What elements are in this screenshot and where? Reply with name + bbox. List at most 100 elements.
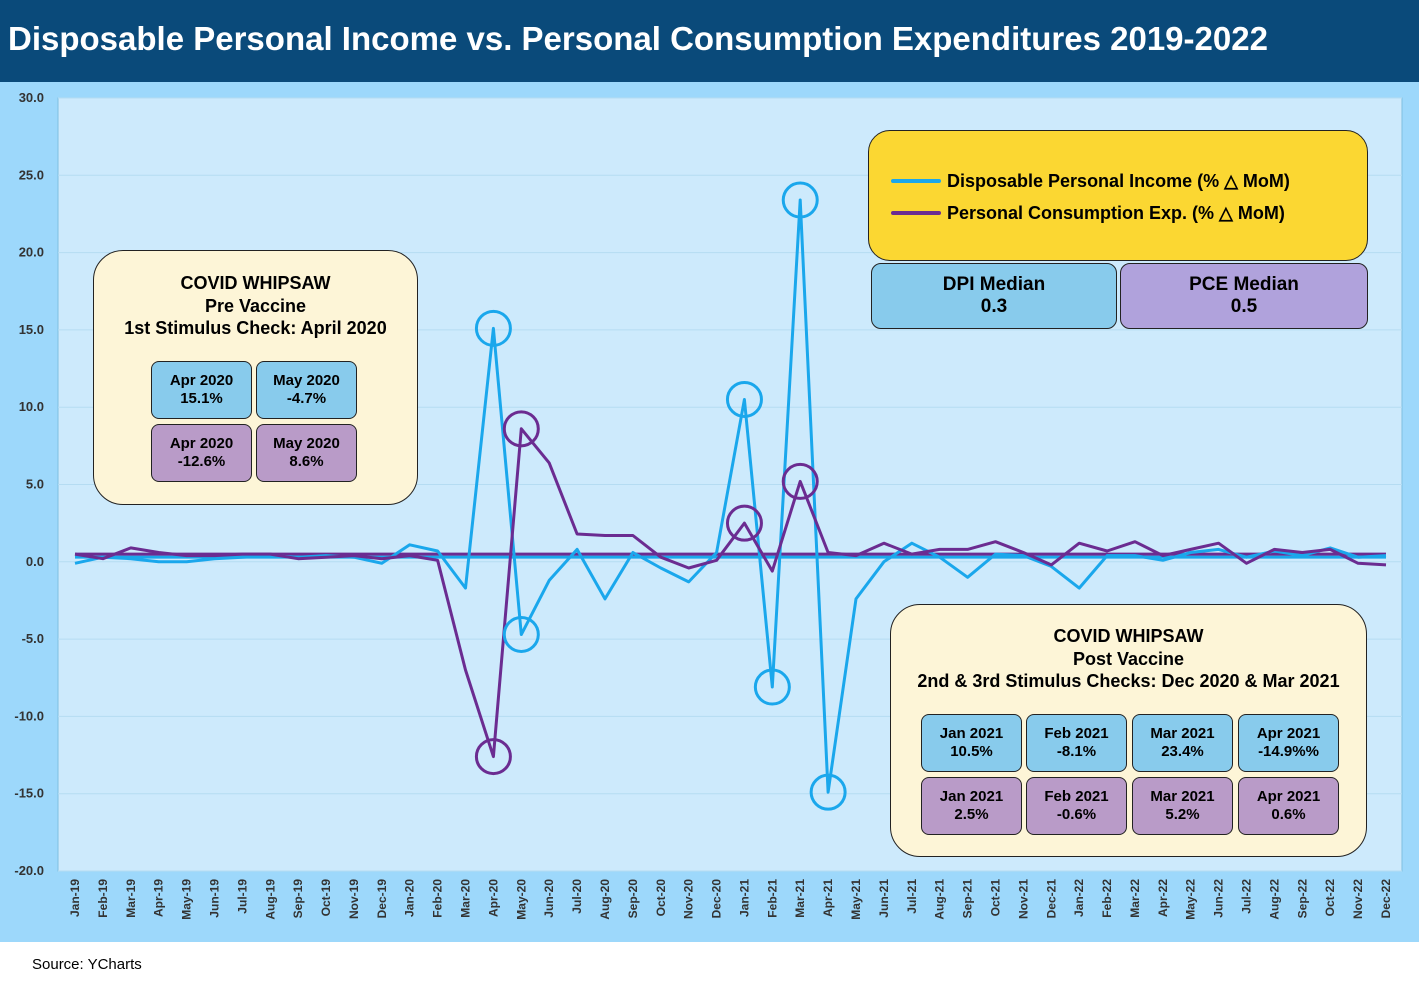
y-tick-label: 10.0 xyxy=(19,399,44,414)
x-tick-label: Jan-20 xyxy=(403,879,417,917)
dpi-median-value: 0.3 xyxy=(980,296,1008,317)
pre-vaccine-line1: COVID WHIPSAW xyxy=(180,273,331,293)
dpi-median-title: DPI Median xyxy=(942,274,1046,295)
x-tick-label: Apr-22 xyxy=(1156,879,1170,917)
legend-label-dpi: Disposable Personal Income (% △ MoM) xyxy=(947,170,1290,191)
post-pce-cell: Feb 2021 -0.6% xyxy=(1026,777,1127,835)
cell-value: -8.1% xyxy=(1056,743,1097,760)
x-tick-label: Jul-19 xyxy=(235,879,249,914)
x-tick-label: Jan-19 xyxy=(68,879,82,917)
cell-month: Apr 2021 xyxy=(1256,788,1321,805)
title-bar: Disposable Personal Income vs. Personal … xyxy=(0,0,1419,82)
cell-value: -14.9%% xyxy=(1258,743,1319,760)
post-dpi-cell: Apr 2021 -14.9%% xyxy=(1238,714,1339,772)
legend-label-pce: Personal Consumption Exp. (% △ MoM) xyxy=(947,202,1285,223)
x-tick-label: Apr-20 xyxy=(486,879,500,917)
chart-title: Disposable Personal Income vs. Personal … xyxy=(8,20,1268,57)
x-tick-label: Dec-21 xyxy=(1044,879,1058,919)
post-pce-cell: Mar 2021 5.2% xyxy=(1132,777,1233,835)
x-tick-label: Oct-21 xyxy=(988,879,1002,917)
x-tick-label: Feb-20 xyxy=(431,879,445,918)
x-tick-label: Nov-21 xyxy=(1016,879,1030,919)
post-pce-cell: Apr 2021 0.6% xyxy=(1238,777,1339,835)
cell-month: Feb 2021 xyxy=(1044,788,1109,805)
x-tick-label: Jul-22 xyxy=(1240,879,1254,914)
x-tick-label: Oct-22 xyxy=(1323,879,1337,917)
pre-vaccine-line3: 1st Stimulus Check: April 2020 xyxy=(124,318,387,338)
pce-highlight-circle xyxy=(474,738,512,776)
x-tick-label: May-20 xyxy=(514,879,528,920)
legend-item-dpi: Disposable Personal Income (% △ MoM) xyxy=(891,169,1290,193)
pre-pce-cell: May 2020 8.6% xyxy=(256,424,357,482)
y-tick-label: 15.0 xyxy=(19,322,44,337)
cell-value: 8.6% xyxy=(289,453,324,470)
dpi-highlight-circle xyxy=(781,181,819,219)
y-tick-label: 25.0 xyxy=(19,167,44,182)
post-dpi-cell: Mar 2021 23.4% xyxy=(1132,714,1233,772)
cell-month: May 2020 xyxy=(273,372,340,389)
x-tick-label: Oct-19 xyxy=(319,879,333,917)
cell-value: 2.5% xyxy=(954,806,989,823)
x-tick-label: Sep-19 xyxy=(291,879,305,919)
legend: Disposable Personal Income (% △ MoM) Per… xyxy=(868,130,1368,261)
dpi-highlight-circle xyxy=(753,668,791,706)
x-tick-label: Mar-22 xyxy=(1128,879,1142,918)
pre-pce-cell: Apr 2020 -12.6% xyxy=(151,424,252,482)
x-tick-label: Dec-20 xyxy=(710,879,724,919)
dpi-highlight-circle xyxy=(809,773,847,811)
x-tick-label: Aug-21 xyxy=(933,879,947,920)
x-tick-label: Aug-22 xyxy=(1267,879,1281,920)
y-tick-label: -5.0 xyxy=(22,631,44,646)
x-tick-label: May-22 xyxy=(1184,879,1198,920)
pce-highlight-circle xyxy=(725,504,763,542)
pce-median-value: 0.5 xyxy=(1230,296,1258,317)
cell-value: -12.6% xyxy=(177,453,226,470)
x-tick-label: Jun-21 xyxy=(877,879,891,918)
pre-vaccine-panel: COVID WHIPSAW Pre Vaccine 1st Stimulus C… xyxy=(93,250,418,505)
x-tick-label: Dec-19 xyxy=(375,879,389,919)
x-tick-label: Mar-20 xyxy=(459,879,473,918)
y-tick-label: 30.0 xyxy=(19,90,44,105)
x-tick-label: Aug-20 xyxy=(598,879,612,920)
y-tick-label: 0.0 xyxy=(26,554,44,569)
pce-median-box: PCE Median 0.5 xyxy=(1120,263,1368,329)
x-tick-label: Jul-20 xyxy=(570,879,584,914)
x-tick-label: Sep-22 xyxy=(1295,879,1309,919)
y-tick-label: 20.0 xyxy=(19,245,44,260)
x-tick-label: Mar-21 xyxy=(793,879,807,918)
x-tick-label: Dec-22 xyxy=(1379,879,1393,919)
cell-month: Jan 2021 xyxy=(939,788,1004,805)
pce-highlight-circle xyxy=(781,462,819,500)
x-tick-label: Apr-21 xyxy=(821,879,835,917)
dpi-highlight-circle xyxy=(725,380,763,418)
x-tick-label: Nov-20 xyxy=(682,879,696,919)
pre-dpi-cell: Apr 2020 15.1% xyxy=(151,361,252,419)
source-note: Source: YCharts xyxy=(32,956,142,973)
legend-swatch-pce xyxy=(891,211,941,215)
y-axis-ticks: 30.0 25.0 20.0 15.0 10.0 5.0 0.0 -5.0 -10.0 -15.0… xyxy=(14,90,44,878)
x-tick-label: Oct-20 xyxy=(654,879,668,917)
x-tick-label: Aug-19 xyxy=(263,879,277,920)
legend-item-pce: Personal Consumption Exp. (% △ MoM) xyxy=(891,201,1285,225)
cell-value: -0.6% xyxy=(1056,806,1097,823)
series-lines xyxy=(74,198,1387,794)
x-tick-label: Jul-21 xyxy=(905,879,919,914)
cell-month: May 2020 xyxy=(273,435,340,452)
post-vaccine-line3: 2nd & 3rd Stimulus Checks: Dec 2020 & Ma… xyxy=(917,671,1340,691)
cell-month: Mar 2021 xyxy=(1150,725,1215,742)
x-tick-label: Jun-19 xyxy=(207,879,221,918)
pce-highlight-circle xyxy=(502,410,540,448)
post-dpi-cell: Feb 2021 -8.1% xyxy=(1026,714,1127,772)
x-tick-label: Sep-21 xyxy=(961,879,975,919)
cell-month: Jan 2021 xyxy=(939,725,1004,742)
pre-dpi-cell: May 2020 -4.7% xyxy=(256,361,357,419)
post-vaccine-line1: COVID WHIPSAW xyxy=(1053,626,1204,646)
x-tick-label: Jan-22 xyxy=(1072,879,1086,917)
cell-value: 10.5% xyxy=(950,743,993,760)
cell-value: -4.7% xyxy=(286,390,327,407)
x-tick-label: Feb-21 xyxy=(765,879,779,918)
x-tick-label: Jun-20 xyxy=(542,879,556,918)
y-tick-label: -15.0 xyxy=(14,786,44,801)
post-dpi-cell: Jan 2021 10.5% xyxy=(921,714,1022,772)
pce-median-title: PCE Median xyxy=(1189,274,1299,295)
